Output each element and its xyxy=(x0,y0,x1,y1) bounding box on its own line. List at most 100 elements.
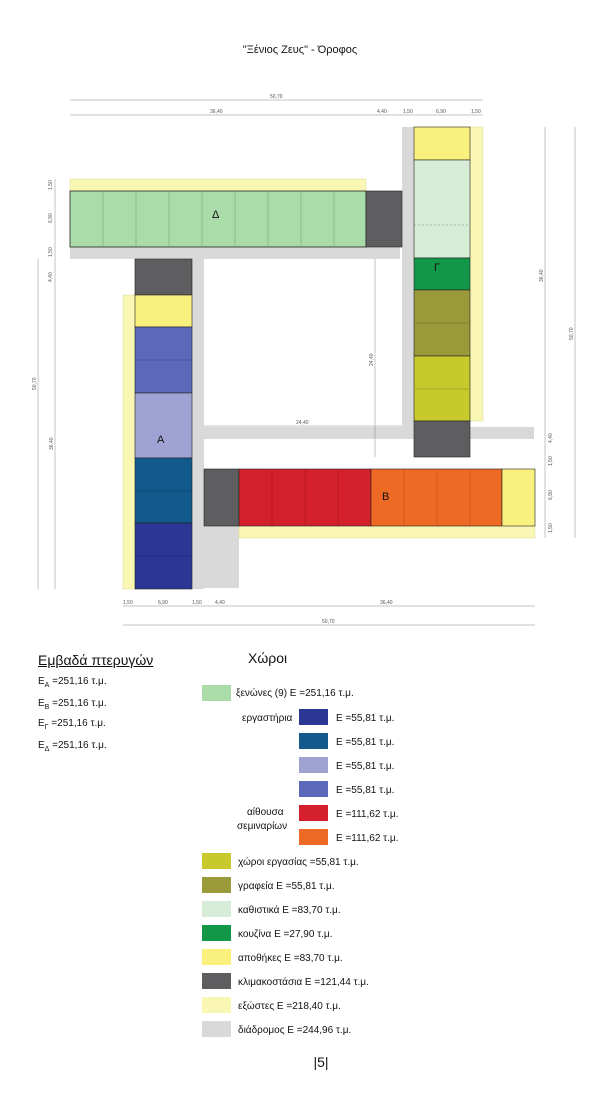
wing-area-b: EB =251,16 τ.μ. xyxy=(38,698,107,711)
page-title: "Ξένιος Ζευς" - Όροφος xyxy=(242,44,358,56)
svg-text:50,70: 50,70 xyxy=(569,327,575,340)
wing-label-b: Β xyxy=(382,491,389,503)
storage-b xyxy=(501,468,536,527)
svg-text:1,50: 1,50 xyxy=(471,109,481,115)
corridor-c xyxy=(402,127,414,427)
legend-balcony: εξώστες Ε =218,40 τ.μ. xyxy=(238,1001,341,1012)
svg-text:6,90: 6,90 xyxy=(158,600,168,606)
svg-text:1,50: 1,50 xyxy=(403,109,413,115)
corridor-b-end xyxy=(204,526,239,588)
storage-a xyxy=(134,294,193,328)
swatch-storage xyxy=(202,949,231,965)
svg-text:1,50: 1,50 xyxy=(48,180,54,190)
swatch-lab-3 xyxy=(299,757,328,773)
svg-text:1,50: 1,50 xyxy=(123,600,133,606)
legend-labs-label: εργαστήρια xyxy=(242,713,293,724)
legend-guest: ξενώνες (9) Ε =251,16 τ.μ. xyxy=(236,688,354,699)
rooms-legend-title: Χώροι xyxy=(248,650,288,666)
legend-offices: γραφεία Ε =55,81 τ.μ. xyxy=(238,881,335,892)
kitchen xyxy=(413,257,471,291)
legend-seminar-label-1: αίθουσα xyxy=(247,807,284,818)
corridor-d xyxy=(70,247,400,259)
svg-text:6,90: 6,90 xyxy=(548,490,554,500)
wing-d: Δ xyxy=(69,190,403,248)
dimensions: 50,70 36,40 4,40 1,50 6,90 1,50 1,50 6,9… xyxy=(32,94,576,626)
legend-workspace: χώροι εργασίας =55,81 τ.μ. xyxy=(238,857,359,868)
svg-text:6,90: 6,90 xyxy=(436,109,446,115)
legend-seminar-label-2: σεμιναρίων xyxy=(237,821,288,832)
svg-text:1,50: 1,50 xyxy=(192,600,202,606)
svg-text:36,40: 36,40 xyxy=(539,269,545,282)
page-number: |5| xyxy=(313,1054,329,1070)
svg-text:36,40: 36,40 xyxy=(380,600,393,606)
svg-text:50,70: 50,70 xyxy=(322,619,335,625)
svg-text:4,40: 4,40 xyxy=(48,272,54,282)
legend-kitchen: κουζίνα Ε =27,90 τ.μ. xyxy=(238,929,333,940)
wing-area-c: EΓ =251,16 τ.μ. xyxy=(38,718,106,731)
legend-seminar-2: Ε =111,62 τ.μ. xyxy=(336,833,399,844)
swatch-lab-4 xyxy=(299,781,328,797)
svg-text:50,70: 50,70 xyxy=(270,94,283,100)
wing-area-a: EA =251,16 τ.μ. xyxy=(38,676,107,689)
swatch-stairs xyxy=(202,973,231,989)
wing-area-d: EΔ =251,16 τ.μ. xyxy=(38,740,107,753)
stair-b xyxy=(203,468,240,527)
stair-d xyxy=(365,190,403,248)
swatch-guest xyxy=(202,685,231,701)
lab-3 xyxy=(134,392,193,459)
svg-text:1,50: 1,50 xyxy=(548,523,554,533)
svg-text:1,50: 1,50 xyxy=(548,456,554,466)
legend-lab-3: Ε =55,81 τ.μ. xyxy=(336,761,395,772)
svg-text:4,40: 4,40 xyxy=(377,109,387,115)
svg-text:1,50: 1,50 xyxy=(48,247,54,257)
swatch-lab-1 xyxy=(299,709,328,725)
legend-lab-4: Ε =55,81 τ.μ. xyxy=(336,785,395,796)
wing-a: Α xyxy=(134,258,193,590)
legend-storage: αποθήκες Ε =83,70 τ.μ. xyxy=(238,953,343,964)
legend-corridor: διάδρομος Ε =244,96 τ.μ. xyxy=(238,1025,352,1036)
svg-text:4,40: 4,40 xyxy=(215,600,225,606)
svg-text:24,40: 24,40 xyxy=(369,353,375,366)
stair-a xyxy=(134,258,193,296)
guest-rooms xyxy=(69,190,367,248)
svg-text:6,90: 6,90 xyxy=(48,213,54,223)
legend-stairs: κλιμακοστάσια Ε =121,44 τ.μ. xyxy=(238,977,369,988)
svg-text:36,40: 36,40 xyxy=(210,109,223,115)
swatch-lab-2 xyxy=(299,733,328,749)
balcony-d xyxy=(69,178,367,192)
svg-text:24,40: 24,40 xyxy=(296,420,309,426)
balcony-b xyxy=(238,525,536,539)
svg-text:4,40: 4,40 xyxy=(548,433,554,443)
seminar-orange xyxy=(370,468,503,527)
swatch-seating xyxy=(202,901,231,917)
corridor-a xyxy=(192,259,204,589)
stair-c xyxy=(413,420,471,458)
floor-plan: Δ Γ Α Β xyxy=(32,94,576,626)
wing-label-d: Δ xyxy=(212,209,220,221)
wing-areas-title: Εμβαδά πτερυγών xyxy=(38,652,154,668)
swatch-kitchen xyxy=(202,925,231,941)
storage-c xyxy=(413,126,471,161)
swatch-seminar-2 xyxy=(299,829,328,845)
balcony-a xyxy=(122,294,136,590)
swatch-corridor xyxy=(202,1021,231,1037)
wing-label-c: Γ xyxy=(434,262,440,274)
swatch-workspace xyxy=(202,853,231,869)
corridors xyxy=(70,127,534,589)
swatch-balcony xyxy=(202,997,231,1013)
svg-text:36,40: 36,40 xyxy=(49,437,55,450)
legend-lab-1: Ε =55,81 τ.μ. xyxy=(336,713,395,724)
swatch-offices xyxy=(202,877,231,893)
legend-seminar-1: Ε =111,62 τ.μ. xyxy=(336,809,399,820)
balcony-c xyxy=(469,126,484,422)
legend-lab-2: Ε =55,81 τ.μ. xyxy=(336,737,395,748)
swatch-seminar-1 xyxy=(299,805,328,821)
wing-label-a: Α xyxy=(157,434,165,446)
workspace xyxy=(413,355,471,422)
svg-text:50,70: 50,70 xyxy=(32,377,38,390)
legend-seating: καθιστικά Ε =83,70 τ.μ. xyxy=(238,905,341,916)
corridor-b xyxy=(204,427,534,439)
wing-c: Γ xyxy=(413,126,471,458)
wing-b: Β xyxy=(203,468,536,527)
seating xyxy=(413,159,471,259)
